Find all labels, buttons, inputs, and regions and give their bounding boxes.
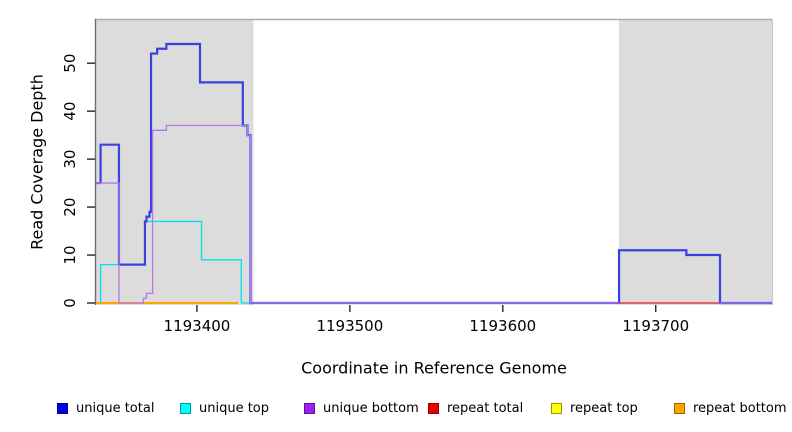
shaded-region <box>619 20 772 305</box>
series-line-unique-total <box>96 42 772 305</box>
legend-label: repeat top <box>570 400 638 416</box>
legend-item-unique-total: unique total <box>57 398 154 418</box>
legend-item-repeat-total: repeat total <box>428 398 523 418</box>
series-line-unique-top <box>96 220 254 304</box>
legend-swatch-icon <box>428 402 439 414</box>
legend-item-repeat-top: repeat top <box>551 398 638 418</box>
legend-swatch-icon <box>551 402 562 414</box>
x-tick-label: 1193500 <box>316 317 383 335</box>
legend-swatch-icon <box>304 402 315 414</box>
legend-swatch-icon <box>57 402 68 414</box>
legend-swatch-icon <box>180 402 191 414</box>
legend-item-unique-bottom: unique bottom <box>304 398 419 418</box>
legend-label: repeat total <box>447 400 524 416</box>
legend-label: repeat bottom <box>693 400 787 416</box>
series-line-unique-bottom <box>96 124 772 304</box>
y-tick-label: 30 <box>61 150 79 169</box>
x-tick-label: 1193600 <box>469 317 536 335</box>
legend-swatch-icon <box>674 402 685 414</box>
x-tick-label: 1193700 <box>622 317 689 335</box>
x-axis-label: Coordinate in Reference Genome <box>301 358 567 378</box>
y-tick-label: 20 <box>61 198 79 217</box>
y-tick-label: 40 <box>61 102 79 121</box>
legend-label: unique total <box>76 400 155 416</box>
shaded-region <box>96 20 254 305</box>
legend-item-unique-top: unique top <box>180 398 269 418</box>
legend-label: unique bottom <box>323 400 419 416</box>
y-tick-label: 0 <box>61 298 79 308</box>
y-axis-label: Read Coverage Depth <box>27 74 47 250</box>
x-tick-label: 1193400 <box>164 317 231 335</box>
legend-label: unique top <box>199 400 270 416</box>
y-tick-label: 50 <box>61 54 79 73</box>
legend-item-repeat-bottom: repeat bottom <box>674 398 787 418</box>
legend: unique total unique top unique bottom repea… <box>0 398 792 420</box>
y-tick-label: 10 <box>61 245 79 264</box>
